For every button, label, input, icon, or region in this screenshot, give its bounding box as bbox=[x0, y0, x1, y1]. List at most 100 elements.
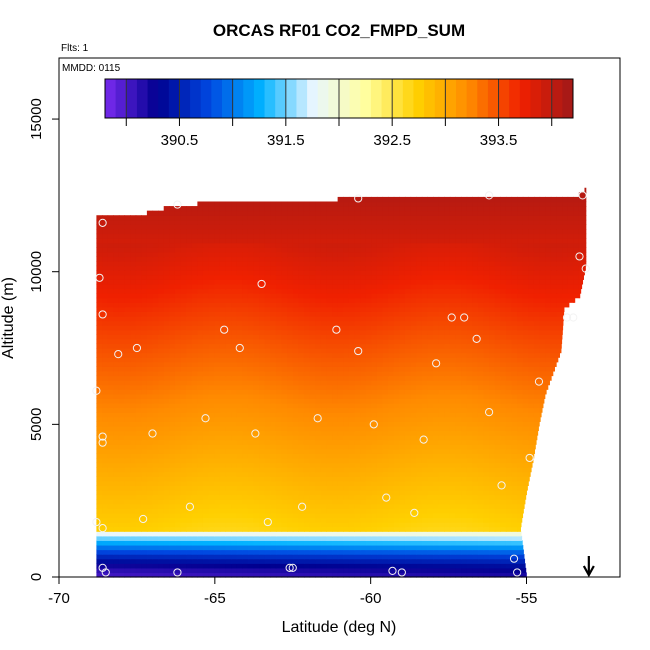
heatmap-cell bbox=[169, 370, 176, 377]
heatmap-cell bbox=[550, 329, 558, 335]
heatmap-cell bbox=[472, 535, 479, 541]
heatmap-cell bbox=[287, 311, 294, 317]
heatmap-cell bbox=[231, 416, 238, 422]
heatmap-cell bbox=[433, 494, 440, 500]
heatmap-cell bbox=[197, 370, 204, 377]
heatmap-cell bbox=[466, 306, 473, 312]
heatmap-cell bbox=[202, 554, 210, 560]
heatmap-cell bbox=[180, 522, 187, 528]
heatmap-cell bbox=[505, 320, 513, 326]
heatmap-cell bbox=[130, 402, 137, 409]
heatmap-cell bbox=[253, 494, 260, 500]
heatmap-cell bbox=[545, 293, 552, 299]
heatmap-cell bbox=[410, 453, 417, 459]
heatmap-cell bbox=[118, 444, 126, 450]
heatmap-cell bbox=[231, 462, 238, 468]
heatmap-cell bbox=[152, 480, 159, 487]
heatmap-cell bbox=[393, 558, 400, 564]
heatmap-cell bbox=[326, 302, 333, 308]
heatmap-cell bbox=[461, 416, 468, 422]
heatmap-cell bbox=[337, 448, 344, 454]
heatmap-cell bbox=[292, 348, 299, 354]
heatmap-cell bbox=[186, 453, 193, 459]
heatmap-cell bbox=[343, 288, 350, 294]
heatmap-cell bbox=[107, 380, 114, 386]
heatmap-cell bbox=[332, 457, 339, 464]
heatmap-cell bbox=[320, 293, 328, 299]
heatmap-cell bbox=[264, 412, 271, 418]
heatmap-cell bbox=[376, 526, 384, 532]
heatmap-cell bbox=[259, 517, 266, 523]
heatmap-cell bbox=[489, 293, 496, 299]
heatmap-cell bbox=[102, 572, 109, 578]
heatmap-cell bbox=[376, 288, 384, 294]
heatmap-cell bbox=[169, 380, 176, 386]
heatmap-cell bbox=[477, 554, 485, 560]
heatmap-cell bbox=[219, 512, 227, 519]
heatmap-cell bbox=[174, 407, 182, 413]
heatmap-cell bbox=[326, 329, 333, 335]
heatmap-cell bbox=[118, 526, 126, 532]
heatmap-cell bbox=[214, 293, 221, 299]
heatmap-cell bbox=[472, 348, 479, 354]
heatmap-cell bbox=[247, 306, 255, 312]
heatmap-cell bbox=[130, 352, 137, 358]
heatmap-cell bbox=[343, 393, 350, 399]
heatmap-cell bbox=[393, 467, 400, 473]
heatmap-cell bbox=[163, 494, 170, 500]
heatmap-cell bbox=[505, 489, 513, 496]
heatmap-cell bbox=[449, 489, 457, 496]
heatmap-cell bbox=[539, 306, 546, 312]
heatmap-cell bbox=[472, 476, 479, 482]
heatmap-cell bbox=[505, 361, 513, 367]
heatmap-cell bbox=[326, 380, 333, 386]
heatmap-cell bbox=[466, 517, 473, 523]
heatmap-cell bbox=[326, 435, 333, 441]
heatmap-cell bbox=[152, 348, 159, 354]
heatmap-cell bbox=[102, 297, 109, 303]
heatmap-cell bbox=[505, 297, 513, 303]
heatmap-cell bbox=[449, 380, 457, 386]
heatmap-cell bbox=[102, 480, 109, 487]
heatmap-cell bbox=[388, 407, 395, 413]
heatmap-cell bbox=[197, 499, 204, 505]
heatmap-cell bbox=[163, 398, 170, 404]
heatmap-cell bbox=[427, 370, 434, 377]
heatmap-cell bbox=[275, 485, 283, 491]
heatmap-cell bbox=[511, 549, 518, 555]
heatmap-cell bbox=[348, 361, 356, 367]
heatmap-cell bbox=[365, 512, 372, 519]
heatmap-cell bbox=[197, 297, 204, 303]
heatmap-cell bbox=[174, 320, 182, 326]
heatmap-cell bbox=[461, 526, 468, 532]
heatmap-cell bbox=[466, 375, 473, 381]
heatmap-cell bbox=[360, 361, 367, 367]
heatmap-cell bbox=[522, 453, 529, 459]
heatmap-cell bbox=[130, 389, 137, 395]
heatmap-cell bbox=[152, 512, 159, 519]
heatmap-cell bbox=[337, 554, 344, 560]
heatmap-cell bbox=[315, 512, 322, 519]
heatmap-cell bbox=[511, 375, 518, 381]
heatmap-cell bbox=[511, 315, 518, 322]
heatmap-cell bbox=[292, 435, 299, 441]
heatmap-cell bbox=[225, 439, 232, 445]
heatmap-cell bbox=[354, 288, 361, 294]
heatmap-cell bbox=[449, 526, 457, 532]
heatmap-cell bbox=[511, 398, 518, 404]
heatmap-cell bbox=[191, 444, 198, 450]
heatmap-cell bbox=[292, 485, 299, 491]
heatmap-cell bbox=[348, 544, 356, 551]
heatmap-cell bbox=[320, 554, 328, 560]
heatmap-cell bbox=[191, 567, 198, 574]
heatmap-cell bbox=[517, 375, 524, 381]
heatmap-cell bbox=[309, 425, 316, 432]
heatmap-cell bbox=[505, 522, 513, 528]
heatmap-cell bbox=[376, 329, 384, 335]
heatmap-cell bbox=[315, 357, 322, 363]
heatmap-cell bbox=[444, 407, 451, 413]
heatmap-cell bbox=[533, 384, 541, 390]
heatmap-cell bbox=[326, 563, 333, 569]
heatmap-cell bbox=[393, 563, 400, 569]
heatmap-cell bbox=[404, 476, 412, 482]
